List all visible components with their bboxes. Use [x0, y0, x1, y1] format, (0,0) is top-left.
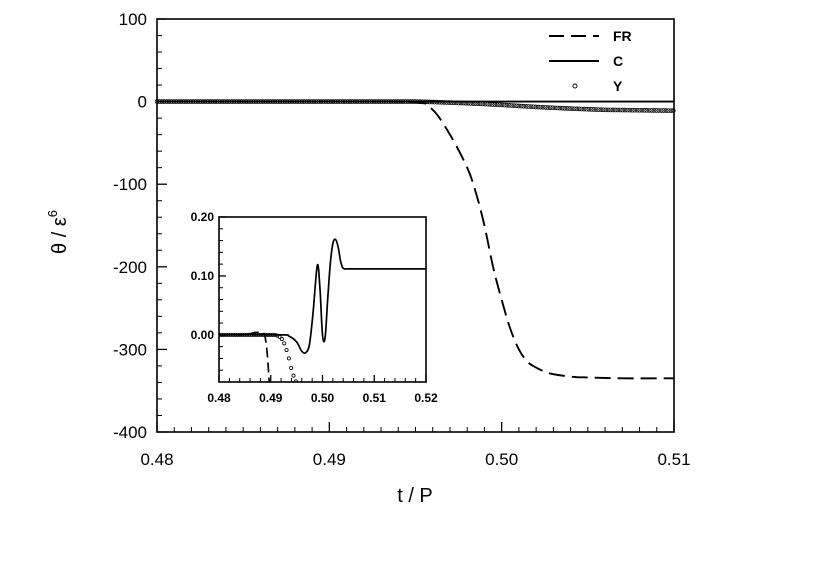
legend: FR C Y [549, 28, 632, 94]
y-axis-label: θ / ε6 [45, 210, 71, 254]
main-x-tick-label: 0.51 [657, 450, 690, 469]
main-x-tick-label: 0.48 [140, 450, 173, 469]
inset-x-tick-label: 0.52 [414, 391, 438, 405]
main-x-tick-label: 0.50 [485, 450, 518, 469]
x-axis-label: t / P [397, 485, 433, 507]
main-y-tick-label: -300 [113, 340, 147, 359]
main-y-tick-label: -100 [113, 175, 147, 194]
y-axis-label-superscript: 6 [45, 210, 60, 217]
inset-y-tick-label: 0.20 [191, 210, 215, 224]
inset-x-tick-label: 0.48 [207, 391, 231, 405]
main-y-tick-label: 0 [138, 93, 147, 112]
main-x-tick-label: 0.49 [313, 450, 346, 469]
y-axis-label-main: θ / ε [49, 217, 71, 254]
legend-label-c: C [613, 53, 623, 69]
main-y-tick-label: -400 [113, 423, 147, 442]
legend-marker-y [573, 84, 577, 88]
main-y-tick-label: -200 [113, 258, 147, 277]
inset-y-tick-label: 0.00 [191, 328, 215, 342]
inset-background [219, 217, 426, 382]
inset-x-tick-label: 0.50 [311, 391, 335, 405]
inset-y-tick-label: 0.10 [191, 269, 215, 283]
legend-label-y: Y [613, 78, 623, 94]
inset-x-tick-label: 0.51 [363, 391, 387, 405]
inset-chart: 0.48 0.49 0.50 0.51 0.52 0.20 0.10 0.00 [191, 210, 438, 405]
inset-x-tick-label: 0.49 [259, 391, 283, 405]
legend-label-fr: FR [613, 28, 632, 44]
main-y-tick-label: 100 [119, 10, 147, 29]
